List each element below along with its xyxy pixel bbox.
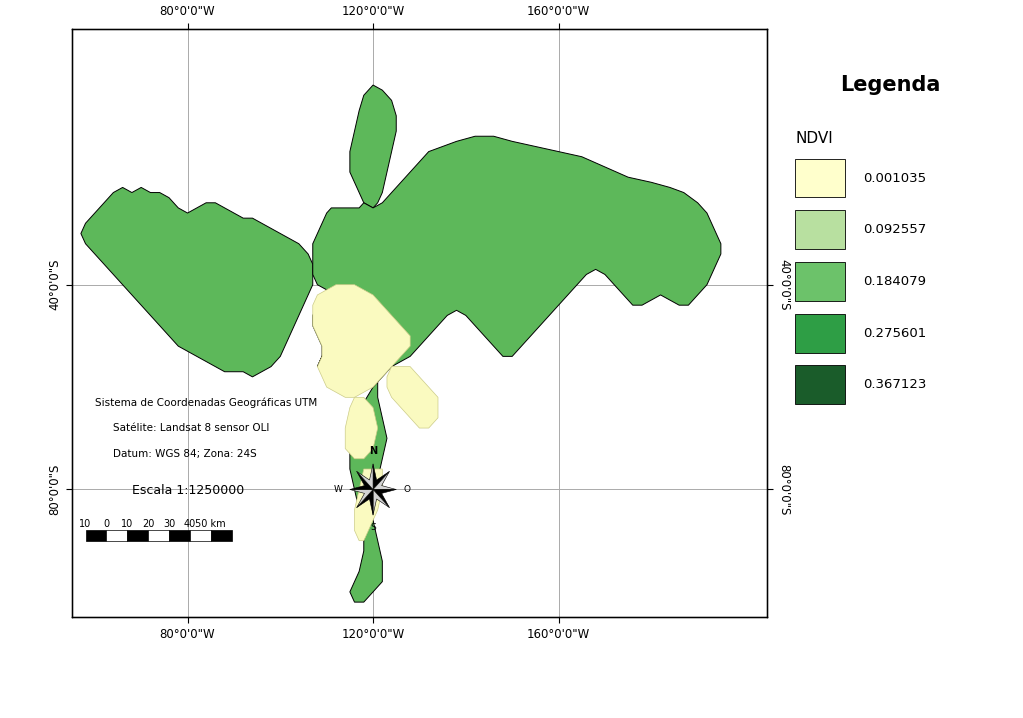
- Polygon shape: [357, 464, 373, 490]
- Text: 30: 30: [163, 519, 175, 529]
- Polygon shape: [313, 285, 410, 397]
- Polygon shape: [373, 472, 396, 490]
- Polygon shape: [387, 367, 438, 428]
- Polygon shape: [350, 490, 373, 508]
- Text: Sistema de Coordenadas Geográficas UTM: Sistema de Coordenadas Geográficas UTM: [95, 397, 317, 408]
- Bar: [190, 531, 211, 541]
- Text: Legenda: Legenda: [840, 75, 940, 95]
- Polygon shape: [357, 490, 373, 515]
- Text: W: W: [335, 485, 343, 494]
- Bar: [106, 531, 127, 541]
- Polygon shape: [373, 490, 396, 508]
- Text: O: O: [403, 485, 410, 494]
- Text: S: S: [370, 523, 375, 532]
- FancyBboxPatch shape: [796, 210, 845, 249]
- Text: 40: 40: [184, 519, 196, 529]
- Polygon shape: [350, 472, 373, 490]
- Text: N: N: [369, 446, 377, 456]
- Polygon shape: [81, 187, 313, 377]
- Text: 0.367123: 0.367123: [863, 378, 927, 391]
- Bar: [127, 531, 148, 541]
- Text: 50 km: 50 km: [195, 519, 226, 529]
- Text: 0.092557: 0.092557: [863, 223, 926, 236]
- Text: Datum: WGS 84; Zona: 24S: Datum: WGS 84; Zona: 24S: [114, 449, 257, 459]
- Polygon shape: [373, 464, 390, 490]
- Bar: [148, 531, 169, 541]
- Text: 20: 20: [142, 519, 154, 529]
- Text: Escala 1:1250000: Escala 1:1250000: [132, 485, 244, 498]
- Text: NDVI: NDVI: [796, 131, 834, 146]
- FancyBboxPatch shape: [796, 365, 845, 404]
- Polygon shape: [345, 397, 377, 459]
- Polygon shape: [350, 85, 396, 208]
- Polygon shape: [313, 136, 721, 602]
- Bar: [86, 531, 106, 541]
- FancyBboxPatch shape: [796, 262, 845, 301]
- Text: 0.001035: 0.001035: [863, 172, 926, 185]
- Bar: [211, 531, 231, 541]
- Text: 10: 10: [80, 519, 92, 529]
- Text: 0: 0: [103, 519, 109, 529]
- Bar: [169, 531, 190, 541]
- Text: 10: 10: [121, 519, 133, 529]
- Polygon shape: [373, 490, 390, 515]
- Text: Satélite: Landsat 8 sensor OLI: Satélite: Landsat 8 sensor OLI: [114, 423, 270, 433]
- FancyBboxPatch shape: [796, 159, 845, 197]
- FancyBboxPatch shape: [796, 314, 845, 353]
- Polygon shape: [355, 469, 383, 541]
- Text: 0.184079: 0.184079: [863, 275, 926, 288]
- Text: 0.275601: 0.275601: [863, 327, 926, 340]
